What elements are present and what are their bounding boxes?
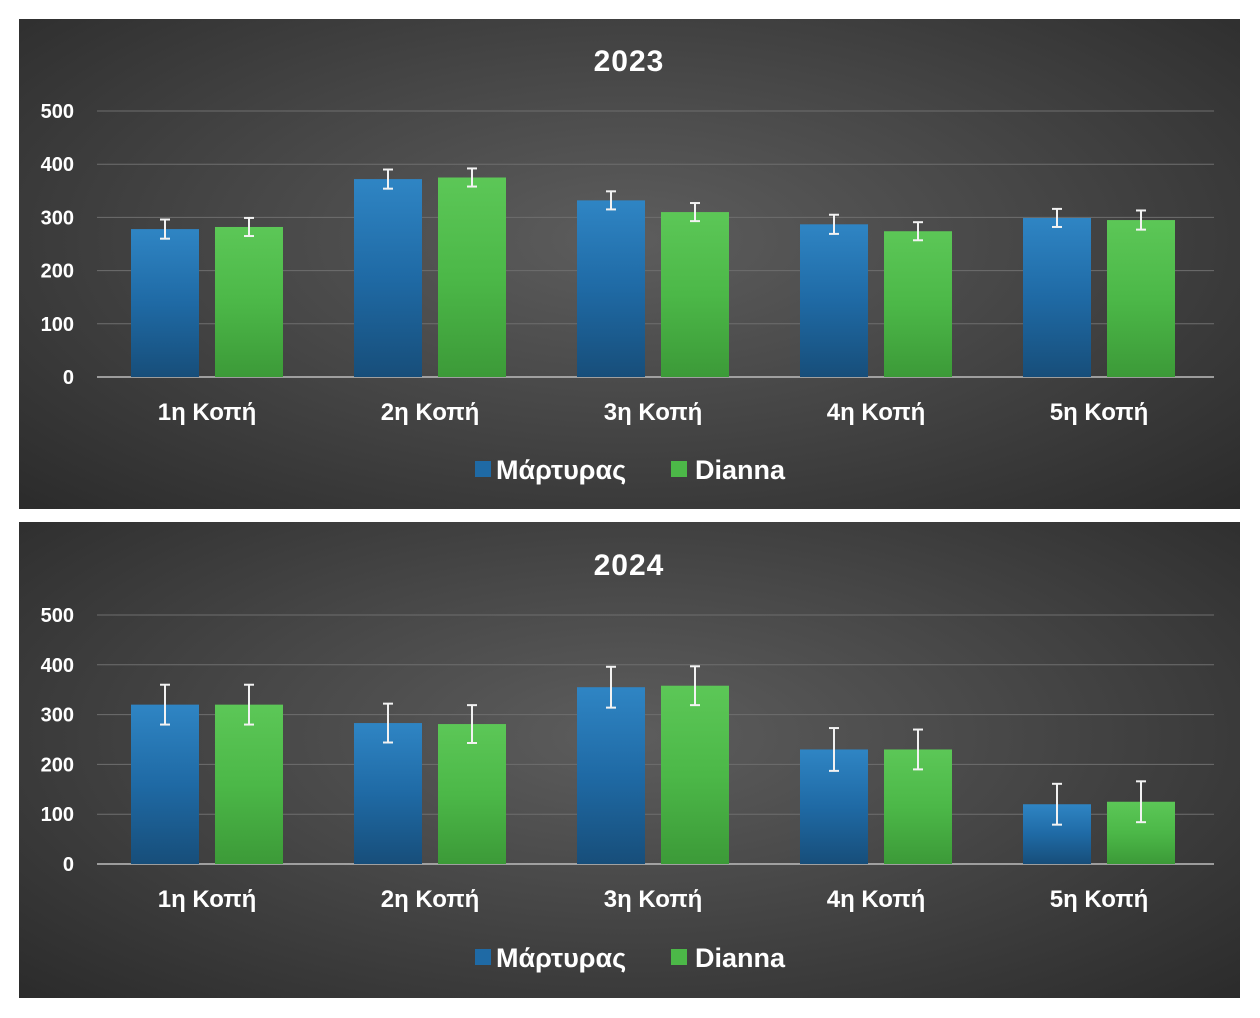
bar-martyras-1 [131,704,199,864]
x-tick-label: 1η Κοπή [158,886,256,913]
legend-swatch-dianna [671,461,687,477]
bar-dianna-3 [661,212,729,377]
y-tick-label: 100 [41,804,74,826]
bar-martyras-3 [577,687,645,864]
x-tick-label: 5η Κοπή [1050,399,1148,426]
bar-dianna-2 [438,177,506,377]
x-tick-label: 2η Κοπή [381,399,479,426]
y-tick-label: 400 [41,154,74,176]
y-tick-label: 300 [41,705,74,727]
y-tick-label: 300 [41,207,74,229]
x-tick-label: 1η Κοπή [158,399,256,426]
legend-label-martyras: Μάρτυρας [496,455,626,485]
legend-swatch-martyras [475,949,491,965]
y-tick-label: 500 [41,101,74,123]
y-tick-label: 100 [41,314,74,336]
y-tick-label: 0 [63,854,74,876]
chart-title: 2023 [594,45,665,78]
legend-label-dianna: Dianna [695,943,786,973]
legend-swatch-dianna [671,949,687,965]
bar-chart-2024: 2024 0 100 200 300 400 500 1η Κοπή 2η Κοπή 3η Κοπ… [41,549,1214,973]
bar-chart-2023: 2023 0 100 200 300 400 500 1η Κοπή 2η Κοπή 3η Κοπ… [41,45,1214,485]
x-tick-label: 4η Κοπή [827,399,925,426]
y-tick-label: 200 [41,754,74,776]
chart-panel-2023: 2023 0 100 200 300 400 500 1η Κοπή 2η Κοπή 3η Κοπ… [19,19,1240,509]
bar-dianna-5 [1107,220,1175,377]
legend-label-martyras: Μάρτυρας [496,943,626,973]
bar-dianna-2 [438,724,506,864]
bar-martyras-2 [354,723,422,864]
y-tick-label: 200 [41,261,74,283]
x-tick-label: 2η Κοπή [381,886,479,913]
x-tick-label: 3η Κοπή [604,886,702,913]
x-tick-label: 5η Κοπή [1050,886,1148,913]
bar-martyras-5 [1023,217,1091,377]
bar-martyras-3 [577,200,645,377]
bar-martyras-4 [800,224,868,377]
bar-dianna-1 [215,226,283,377]
y-tick-label: 500 [41,605,74,627]
y-tick-label: 400 [41,655,74,677]
x-tick-label: 4η Κοπή [827,886,925,913]
bar-dianna-4 [884,231,952,377]
legend-label-dianna: Dianna [695,455,786,485]
chart-panel-2024: 2024 0 100 200 300 400 500 1η Κοπή 2η Κοπή 3η Κοπ… [19,522,1240,998]
x-tick-label: 3η Κοπή [604,399,702,426]
bar-dianna-3 [661,685,729,864]
bar-martyras-1 [131,229,199,377]
y-tick-label: 0 [63,367,74,389]
bar-martyras-2 [354,179,422,377]
legend-swatch-martyras [475,461,491,477]
bar-dianna-1 [215,704,283,864]
chart-title: 2024 [594,549,665,582]
